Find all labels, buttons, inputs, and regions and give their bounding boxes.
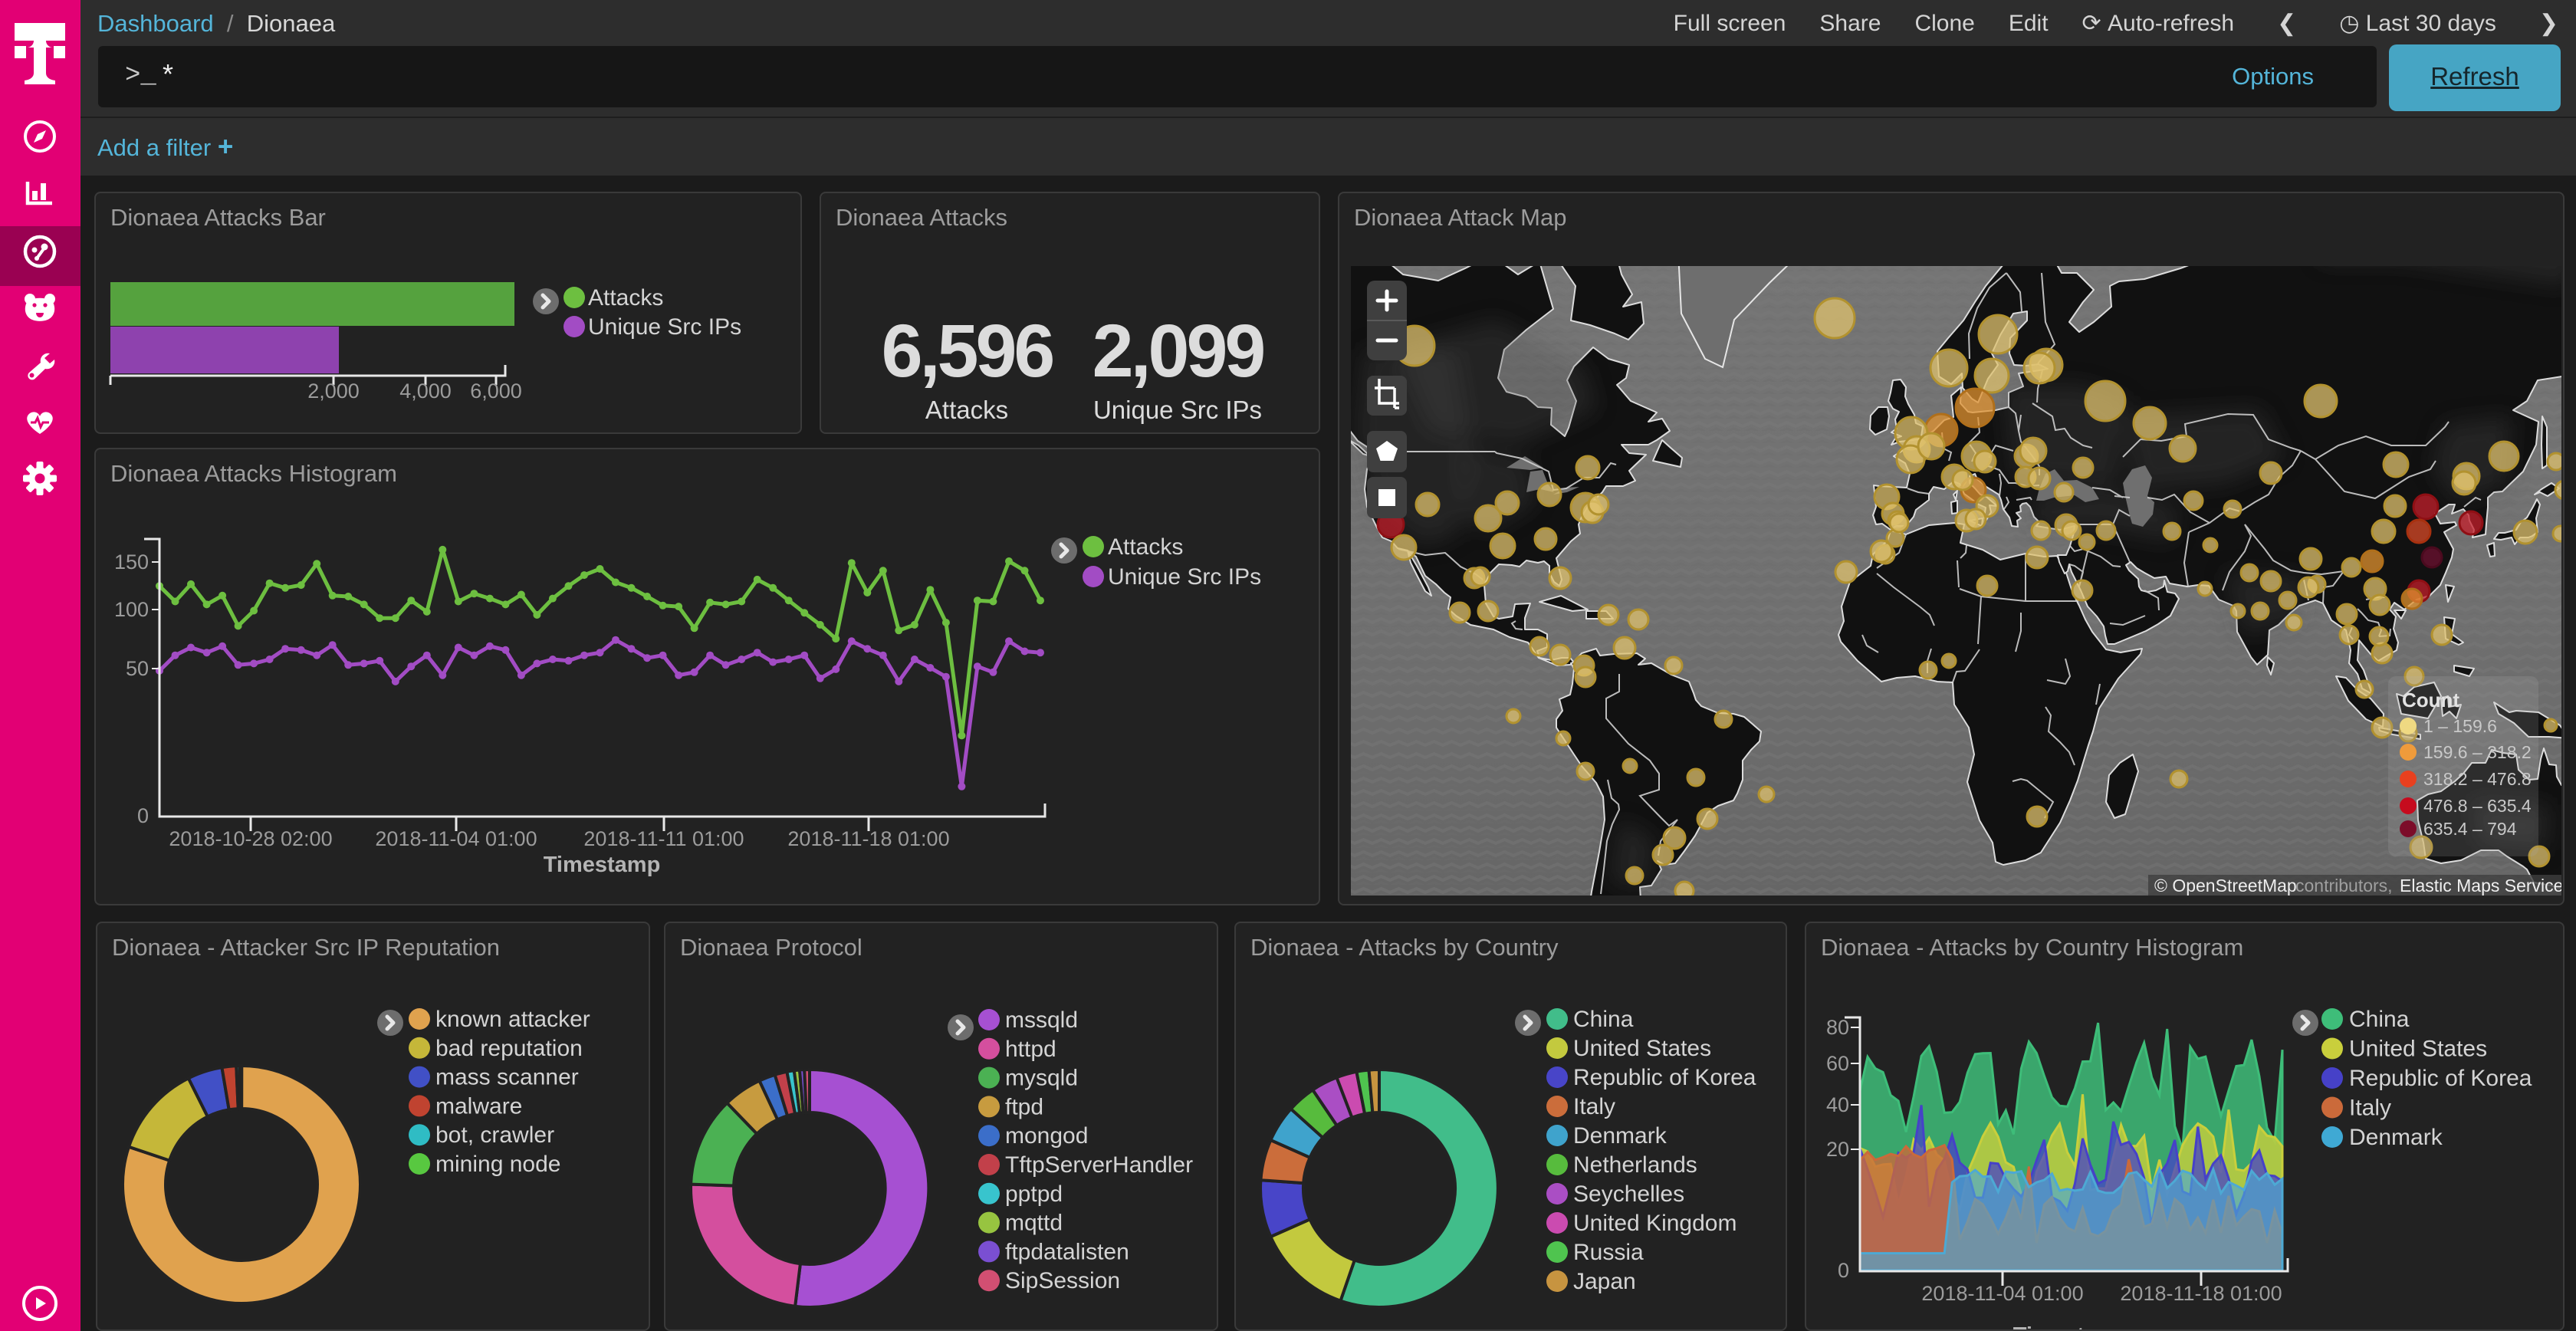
svg-text:bad reputation: bad reputation <box>435 1036 583 1061</box>
svg-text:2018-10-28 02:00: 2018-10-28 02:00 <box>169 827 332 850</box>
svg-text:Republic of Korea: Republic of Korea <box>1573 1065 1756 1090</box>
svg-text:6,000: 6,000 <box>470 380 522 403</box>
svg-text:United States: United States <box>1573 1036 1711 1061</box>
svg-text:mysqld: mysqld <box>1005 1066 1078 1091</box>
svg-text:1 – 159.6: 1 – 159.6 <box>2423 716 2497 736</box>
svg-text:United States: United States <box>2349 1037 2487 1062</box>
svg-text:0: 0 <box>137 804 149 827</box>
svg-text:© OpenStreetMap: © OpenStreetMap <box>2154 876 2297 896</box>
svg-text:mass scanner: mass scanner <box>435 1065 579 1090</box>
svg-text:40: 40 <box>1826 1093 1849 1116</box>
svg-text:2,000: 2,000 <box>307 380 360 403</box>
svg-text:Japan: Japan <box>1573 1269 1636 1294</box>
svg-text:Netherlands: Netherlands <box>1573 1152 1697 1178</box>
svg-text:mongod: mongod <box>1005 1123 1088 1149</box>
svg-text:318.2 – 476.8: 318.2 – 476.8 <box>2423 769 2532 789</box>
svg-text:150: 150 <box>114 550 149 573</box>
svg-text:100: 100 <box>114 598 149 621</box>
svg-text:known attacker: known attacker <box>435 1007 590 1032</box>
svg-text:httpd: httpd <box>1005 1037 1056 1062</box>
svg-text:Attacks: Attacks <box>1108 534 1183 560</box>
svg-text:Republic of Korea: Republic of Korea <box>2349 1066 2532 1091</box>
svg-text:bot, crawler: bot, crawler <box>435 1122 554 1148</box>
svg-text:TftpServerHandler: TftpServerHandler <box>1005 1152 1193 1178</box>
svg-text:0: 0 <box>1838 1259 1849 1282</box>
svg-text:ftpd: ftpd <box>1005 1094 1043 1119</box>
svg-text:2018-11-18 01:00: 2018-11-18 01:00 <box>2120 1282 2282 1305</box>
svg-text:Count: Count <box>2402 689 2459 712</box>
svg-text:Italy: Italy <box>1573 1094 1615 1119</box>
svg-text:159.6 – 318.2: 159.6 – 318.2 <box>2423 742 2532 762</box>
svg-text:mssqld: mssqld <box>1005 1007 1078 1033</box>
svg-text:635.4 – 794: 635.4 – 794 <box>2423 819 2517 839</box>
svg-text:Timestamp: Timestamp <box>544 853 661 877</box>
svg-text:Elastic Maps Service: Elastic Maps Service <box>2400 876 2561 896</box>
svg-text:Denmark: Denmark <box>1573 1123 1668 1149</box>
svg-text:2018-11-11 01:00: 2018-11-11 01:00 <box>583 827 744 850</box>
svg-text:mining node: mining node <box>435 1152 560 1177</box>
svg-text:mqttd: mqttd <box>1005 1211 1063 1236</box>
svg-text:China: China <box>2349 1007 2410 1032</box>
svg-text:Unique Src IPs: Unique Src IPs <box>588 314 741 340</box>
svg-text:476.8 – 635.4: 476.8 – 635.4 <box>2423 796 2532 816</box>
svg-text:2018-11-18 01:00: 2018-11-18 01:00 <box>787 827 949 850</box>
svg-text:Denmark: Denmark <box>2349 1125 2443 1150</box>
svg-text:SipSession: SipSession <box>1005 1268 1120 1293</box>
svg-text:20: 20 <box>1826 1138 1849 1161</box>
svg-text:Unique Src IPs: Unique Src IPs <box>1108 564 1261 590</box>
svg-text:Attacks: Attacks <box>588 285 663 311</box>
svg-text:60: 60 <box>1826 1052 1849 1075</box>
svg-text:ftpdatalisten: ftpdatalisten <box>1005 1239 1129 1264</box>
svg-text:malware: malware <box>435 1093 522 1119</box>
svg-text:Timestamp: Timestamp <box>2013 1323 2131 1329</box>
svg-text:China: China <box>1573 1007 1634 1032</box>
svg-text:2018-11-04 01:00: 2018-11-04 01:00 <box>375 827 537 850</box>
svg-text:Italy: Italy <box>2349 1096 2391 1121</box>
svg-text:2018-11-04 01:00: 2018-11-04 01:00 <box>1921 1282 2083 1305</box>
svg-text:50: 50 <box>126 657 149 680</box>
svg-text:contributors,: contributors, <box>2295 876 2393 896</box>
svg-text:80: 80 <box>1826 1016 1849 1039</box>
svg-text:4,000: 4,000 <box>399 380 452 403</box>
svg-text:pptpd: pptpd <box>1005 1181 1063 1207</box>
svg-text:Seychelles: Seychelles <box>1573 1181 1684 1207</box>
svg-text:Russia: Russia <box>1573 1240 1644 1265</box>
svg-text:United Kingdom: United Kingdom <box>1573 1211 1737 1236</box>
